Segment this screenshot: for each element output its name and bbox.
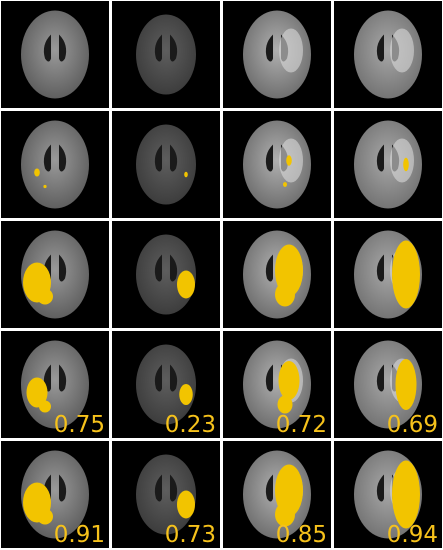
ventricle: [43, 34, 67, 62]
lesion-mask: [26, 377, 48, 408]
lesion-mask: [39, 400, 51, 413]
panel: 0.73: [112, 441, 220, 548]
lesion-mask: [283, 182, 287, 187]
dice-score: 0.73: [165, 522, 216, 548]
ventricle: [154, 254, 178, 282]
hyperintensity: [390, 28, 414, 73]
lesion-mask: [37, 508, 53, 525]
dice-score: 0.85: [276, 522, 327, 548]
panel: 0.72: [223, 331, 331, 438]
panel: 0.85: [223, 441, 331, 548]
ventricle: [43, 364, 67, 392]
lesion-mask: [277, 395, 293, 414]
ventricle: [154, 474, 178, 502]
lesion-mask: [286, 155, 292, 166]
brain: [21, 120, 89, 209]
brain: [136, 344, 196, 425]
panel: 0.94: [334, 441, 442, 548]
lesion-mask: [403, 157, 409, 172]
lesion-mask: [392, 460, 420, 529]
lesion-mask: [184, 171, 188, 178]
lesion-mask: [177, 490, 195, 519]
panel: [112, 111, 220, 218]
lesion-mask: [37, 288, 53, 305]
panel: [112, 1, 220, 108]
brain: [136, 14, 196, 95]
dice-score: 0.23: [165, 412, 216, 438]
panel: 0.23: [112, 331, 220, 438]
panel: 0.75: [1, 331, 109, 438]
panel: [223, 111, 331, 218]
panel: [334, 1, 442, 108]
panel: [1, 1, 109, 108]
lesion-mask: [34, 168, 40, 177]
dice-score: 0.72: [276, 412, 327, 438]
hyperintensity: [390, 138, 414, 183]
panel: [112, 221, 220, 328]
brain: [21, 10, 89, 99]
lesion-mask: [179, 384, 193, 405]
dice-score: 0.91: [54, 522, 105, 548]
ventricle: [154, 34, 178, 62]
panel: [334, 111, 442, 218]
ventricle: [154, 364, 178, 392]
dice-score: 0.75: [54, 412, 105, 438]
ventricle: [43, 144, 67, 172]
panel: 0.91: [1, 441, 109, 548]
panel: [1, 111, 109, 218]
dice-score: 0.69: [387, 412, 438, 438]
hyperintensity: [279, 28, 303, 73]
brain: [136, 124, 196, 205]
lesion-mask: [275, 282, 295, 307]
lesion-mask: [395, 359, 417, 410]
panel: [223, 221, 331, 328]
panel: [1, 221, 109, 328]
panel: [334, 221, 442, 328]
lesion-mask: [392, 240, 420, 309]
dice-score: 0.94: [387, 522, 438, 548]
lesion-mask: [278, 361, 300, 400]
panel: [223, 1, 331, 108]
lesion-mask: [43, 184, 47, 189]
lesion-mask: [275, 502, 295, 527]
lesion-mask: [177, 270, 195, 299]
ventricle: [154, 144, 178, 172]
panel: 0.69: [334, 331, 442, 438]
